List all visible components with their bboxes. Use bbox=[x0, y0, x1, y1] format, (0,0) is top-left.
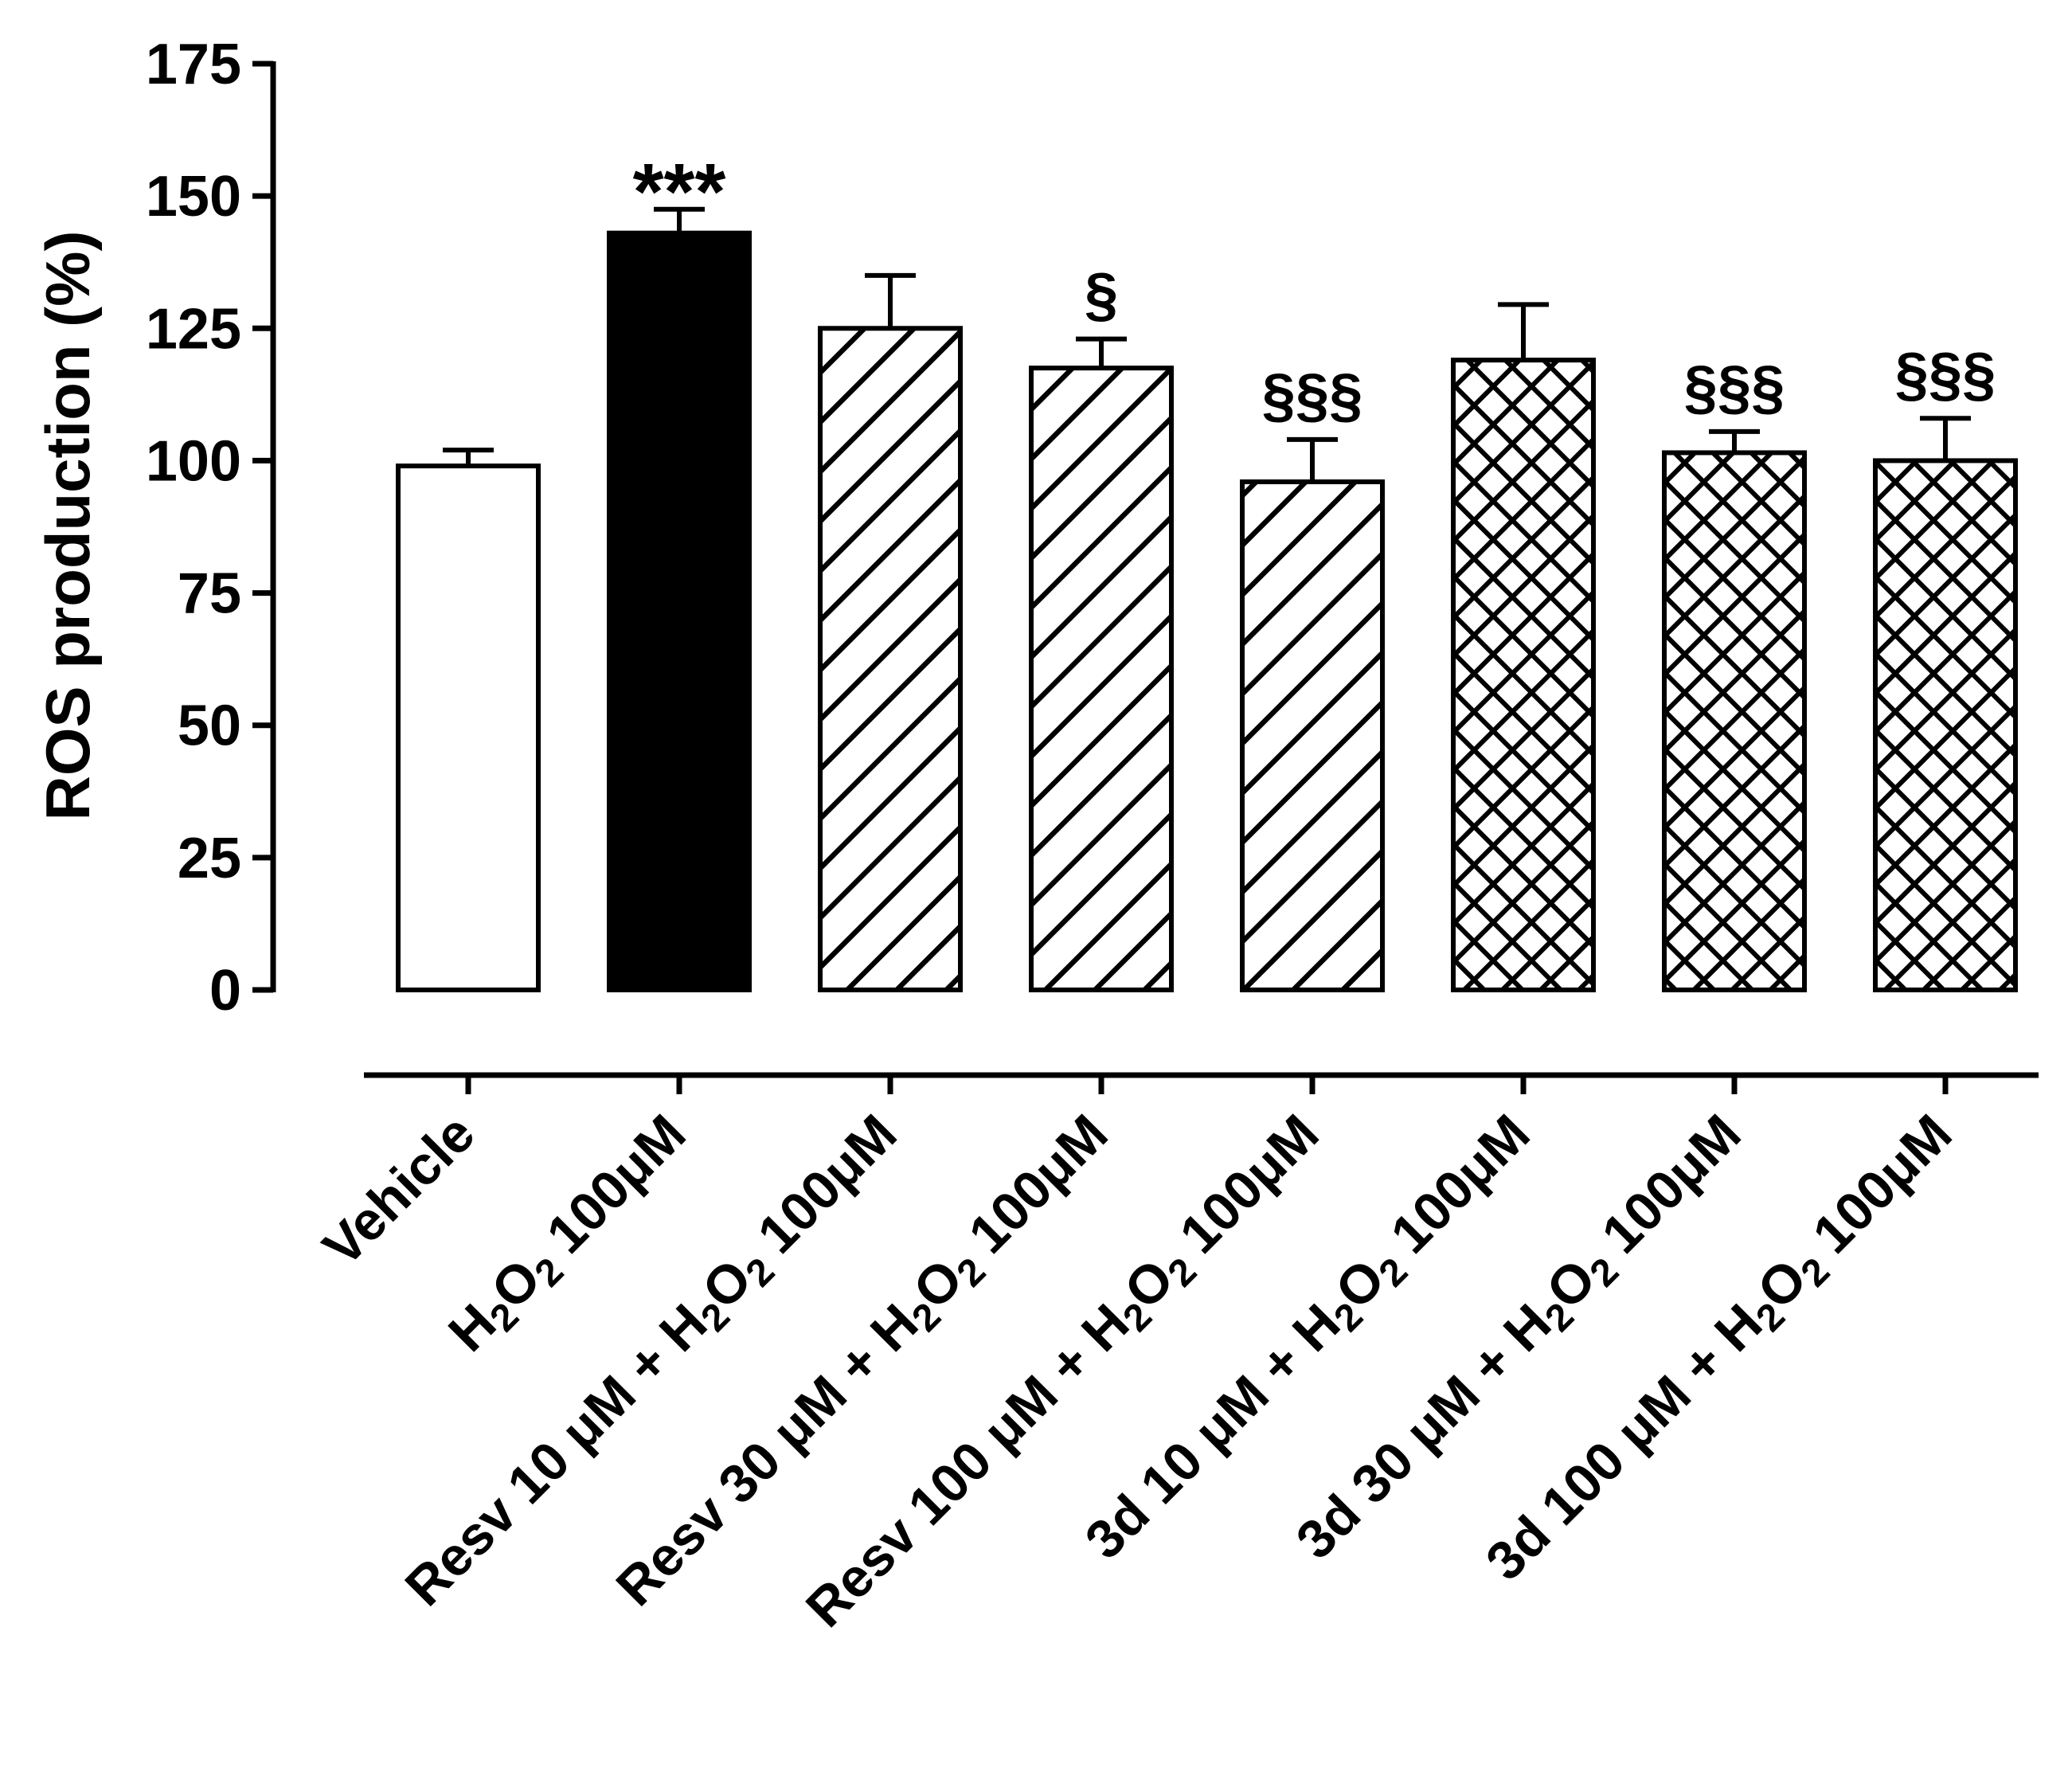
bar bbox=[1662, 450, 1807, 992]
bars: ***§§§§ §§§ §§§ bbox=[396, 147, 2018, 993]
label-part: 100μM bbox=[1158, 1103, 1331, 1276]
label-part: 100μM bbox=[525, 1103, 698, 1276]
significance-label: §§§ bbox=[1895, 340, 1996, 408]
bar bbox=[607, 230, 752, 993]
bar bbox=[818, 326, 963, 992]
x-tick-label: Vehicle bbox=[311, 1103, 486, 1277]
y-tick-label: 175 bbox=[146, 33, 241, 96]
y-tick-label: 150 bbox=[146, 165, 241, 229]
y-tick-label: 25 bbox=[178, 827, 241, 890]
y-tick-label: 50 bbox=[178, 694, 241, 758]
y-tick-label: 125 bbox=[146, 297, 241, 361]
significance-label: § bbox=[1085, 261, 1118, 329]
y-axis: 0 25 50 75 100 125 150 175 bbox=[146, 33, 276, 1023]
significance-label: §§§ bbox=[1262, 362, 1363, 429]
significance-label: §§§ bbox=[1684, 354, 1785, 421]
bar bbox=[1029, 366, 1174, 992]
y-tick-label: 100 bbox=[146, 429, 241, 493]
label-part: 100μM bbox=[1369, 1103, 1542, 1276]
bar bbox=[1873, 458, 2018, 992]
label-part: 100μM bbox=[736, 1103, 909, 1276]
bar bbox=[1451, 358, 1596, 993]
y-tick-label: 75 bbox=[178, 562, 241, 626]
label-part: 100μM bbox=[947, 1103, 1120, 1276]
y-tick-label: 0 bbox=[209, 959, 241, 1023]
label-part: 100μM bbox=[1580, 1103, 1753, 1276]
significance-label: *** bbox=[633, 147, 726, 237]
bar bbox=[396, 464, 541, 992]
y-axis-title: ROS production (%) bbox=[33, 231, 103, 821]
x-tick-label: 3d 100 μM + H2O2 100μM bbox=[1475, 1103, 1968, 1597]
label-part: 100μM bbox=[1791, 1103, 1964, 1276]
bar bbox=[1240, 479, 1385, 992]
label-part: Vehicle bbox=[311, 1103, 486, 1277]
